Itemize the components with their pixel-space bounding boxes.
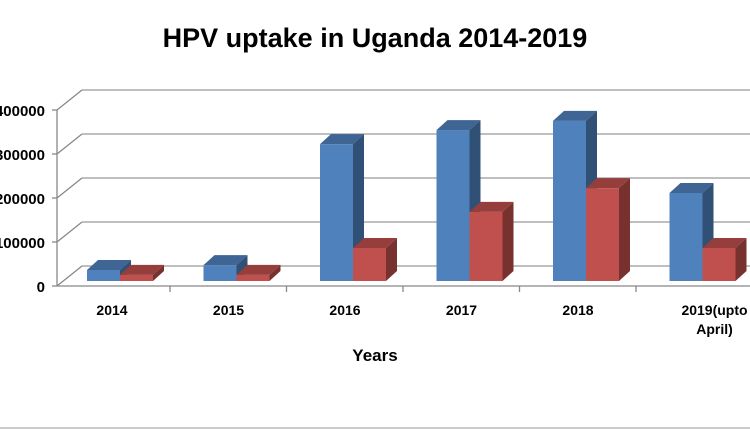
y-tick-label: 200000 xyxy=(0,191,45,208)
gridline-depth xyxy=(56,133,83,155)
bar-top xyxy=(120,264,164,275)
bar-top xyxy=(702,238,747,248)
bar-front xyxy=(436,130,470,281)
x-tick-label: 2017 xyxy=(446,302,477,318)
y-tick-label: 400000 xyxy=(0,103,45,120)
bar-front xyxy=(87,270,120,281)
gridline-depth xyxy=(56,89,83,111)
bar-front xyxy=(120,274,153,281)
bar-side xyxy=(386,238,397,281)
bar-front xyxy=(353,248,386,281)
bar-top xyxy=(553,110,597,121)
bar-top xyxy=(436,120,481,131)
bar-side xyxy=(269,264,281,281)
bar-top xyxy=(87,260,131,270)
gridlines xyxy=(56,89,750,287)
bar-side xyxy=(502,201,514,281)
gridline-depth xyxy=(56,177,83,199)
x-tick-label: 2016 xyxy=(329,302,360,318)
bar-top xyxy=(669,183,714,193)
bar xyxy=(702,238,747,281)
bar-side xyxy=(619,178,630,281)
bar xyxy=(436,120,481,281)
gridline-depth xyxy=(56,265,83,287)
x-tick-label: 2018 xyxy=(562,302,593,318)
x-tick-label: 2015 xyxy=(213,302,244,318)
gridline-depth xyxy=(56,221,83,243)
bar-front xyxy=(669,193,703,281)
bar-side xyxy=(153,264,164,281)
bar-front xyxy=(320,144,353,281)
x-tick-label: 2019(upto xyxy=(681,302,747,318)
bar xyxy=(353,238,397,281)
y-axis-ticks: 0 100000 200000 300000 400000 xyxy=(0,103,57,296)
bar xyxy=(120,264,164,281)
bar-front xyxy=(553,120,586,281)
bar-top xyxy=(353,238,397,248)
bar-front xyxy=(469,211,503,281)
bar-top xyxy=(203,255,248,266)
bar-side xyxy=(735,238,747,281)
bar xyxy=(236,264,281,281)
bars xyxy=(87,110,747,281)
bar xyxy=(203,255,248,281)
bar-front xyxy=(586,188,619,281)
y-tick-label: 300000 xyxy=(0,147,45,164)
x-tick-label: 2014 xyxy=(96,302,127,318)
x-tick-label: April) xyxy=(696,321,733,337)
bar-top xyxy=(586,178,630,189)
bar-front xyxy=(203,265,237,281)
y-tick-label: 0 xyxy=(37,279,45,296)
x-axis-label: Years xyxy=(352,346,397,365)
bar xyxy=(469,201,514,281)
bar-front xyxy=(702,248,736,281)
chart-title: HPV uptake in Uganda 2014-2019 xyxy=(163,23,588,53)
bar-front xyxy=(236,274,270,281)
bar xyxy=(586,178,630,281)
bar-top xyxy=(236,264,281,275)
bar-top xyxy=(469,201,514,212)
y-tick-label: 100000 xyxy=(0,235,45,252)
bar-top xyxy=(320,134,364,145)
x-axis-ticks: 2014 2015 2016 2017 2018 2019(upto April) xyxy=(96,286,748,337)
